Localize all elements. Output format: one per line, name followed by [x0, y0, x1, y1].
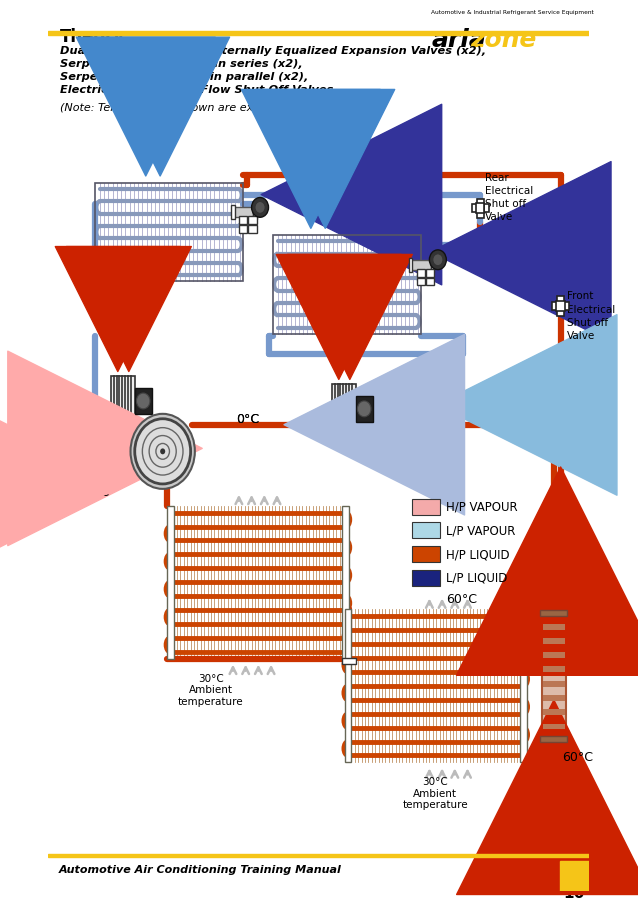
- Bar: [111, 376, 135, 428]
- Bar: [543, 723, 565, 730]
- Circle shape: [357, 401, 371, 417]
- Bar: [431, 258, 434, 272]
- Text: 0°C: 0°C: [236, 413, 260, 426]
- Bar: [95, 183, 243, 281]
- Bar: [248, 216, 256, 225]
- Text: aria: aria: [431, 28, 486, 51]
- Text: Serpentine Evaporator in parallel (x2),: Serpentine Evaporator in parallel (x2),: [60, 72, 309, 82]
- Bar: [48, 854, 589, 857]
- Bar: [411, 260, 431, 270]
- Bar: [412, 499, 440, 514]
- Bar: [543, 667, 565, 672]
- Text: 60°C: 60°C: [562, 750, 593, 764]
- Bar: [476, 204, 484, 214]
- Bar: [412, 522, 440, 538]
- Text: 70°C: 70°C: [78, 486, 109, 499]
- Bar: [543, 695, 565, 701]
- Bar: [135, 388, 152, 414]
- Bar: [543, 681, 565, 686]
- Bar: [540, 611, 567, 616]
- Text: (Note: Temperatures shown are examples only): (Note: Temperatures shown are examples o…: [60, 103, 325, 113]
- Circle shape: [160, 448, 165, 455]
- Text: Electrical Refrigerant Flow Shut Off Valves.: Electrical Refrigerant Flow Shut Off Val…: [60, 85, 338, 95]
- Bar: [426, 269, 434, 277]
- Circle shape: [251, 198, 269, 217]
- Circle shape: [255, 201, 265, 214]
- Text: 30°C
Ambient
temperature: 30°C Ambient temperature: [178, 674, 244, 707]
- Text: L/P VAPOUR: L/P VAPOUR: [447, 524, 516, 538]
- Circle shape: [137, 393, 150, 409]
- Text: 16: 16: [563, 886, 585, 901]
- Bar: [542, 612, 566, 741]
- Text: 0°C: 0°C: [236, 413, 260, 426]
- Circle shape: [135, 419, 191, 484]
- Bar: [417, 278, 425, 285]
- Bar: [239, 216, 248, 225]
- Text: Automotive Air Conditioning Training Manual: Automotive Air Conditioning Training Man…: [59, 865, 341, 875]
- Bar: [417, 269, 425, 277]
- Bar: [540, 736, 567, 741]
- Text: H/P LIQUID: H/P LIQUID: [447, 548, 510, 561]
- Circle shape: [433, 253, 443, 266]
- Text: Theory: Theory: [60, 28, 125, 46]
- Bar: [552, 302, 569, 310]
- Bar: [543, 709, 565, 715]
- Bar: [471, 205, 489, 212]
- Bar: [556, 301, 565, 311]
- Bar: [273, 235, 421, 334]
- Text: L/P LIQUID: L/P LIQUID: [447, 572, 508, 584]
- Bar: [412, 570, 440, 585]
- Bar: [557, 296, 564, 316]
- Bar: [167, 506, 174, 658]
- Bar: [409, 258, 412, 272]
- Bar: [233, 207, 253, 217]
- Bar: [543, 638, 565, 644]
- Bar: [412, 547, 440, 562]
- Text: 60°C: 60°C: [447, 593, 477, 605]
- Bar: [356, 396, 373, 422]
- Text: Serpentine Condensers in series (x2),: Serpentine Condensers in series (x2),: [60, 60, 303, 69]
- Bar: [477, 198, 484, 218]
- Bar: [342, 506, 349, 658]
- Text: Automotive & Industrial Refrigerant Service Equipment: Automotive & Industrial Refrigerant Serv…: [431, 10, 594, 14]
- Text: H/P VAPOUR: H/P VAPOUR: [447, 501, 518, 514]
- Bar: [342, 658, 356, 664]
- Bar: [543, 623, 565, 630]
- Bar: [48, 31, 589, 34]
- Bar: [543, 652, 565, 658]
- Text: Rear
Electrical
Shut off
Valve: Rear Electrical Shut off Valve: [486, 173, 533, 223]
- Text: Dual A/C System with: Externally Equalized Expansion Valves (x2),: Dual A/C System with: Externally Equaliz…: [60, 46, 486, 57]
- Text: zone: zone: [470, 28, 537, 51]
- Text: 30°C
Ambient
temperature: 30°C Ambient temperature: [403, 778, 468, 811]
- Bar: [426, 278, 434, 285]
- Bar: [560, 861, 589, 891]
- Bar: [332, 384, 356, 436]
- Bar: [231, 206, 235, 219]
- Bar: [248, 226, 256, 233]
- Bar: [520, 610, 527, 762]
- Text: Front
Electrical
Shut off
Valve: Front Electrical Shut off Valve: [567, 291, 615, 341]
- Bar: [239, 226, 248, 233]
- Circle shape: [131, 414, 195, 489]
- Bar: [345, 610, 352, 762]
- Bar: [253, 206, 256, 219]
- Circle shape: [429, 250, 447, 270]
